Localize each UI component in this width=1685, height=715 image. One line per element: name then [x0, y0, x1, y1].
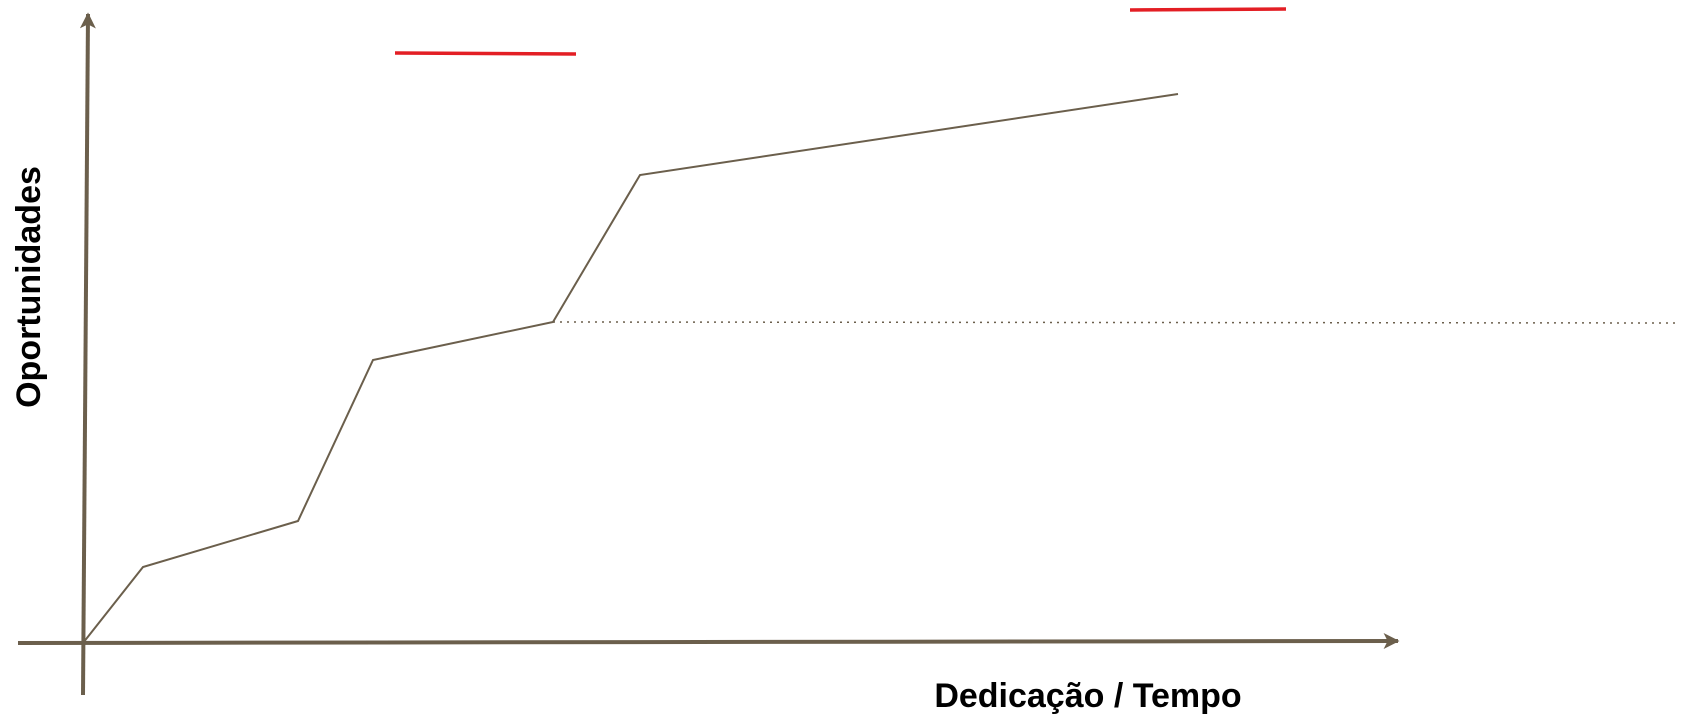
- x-axis: [17, 633, 1400, 650]
- x-axis-label: Dedicação / Tempo: [934, 677, 1241, 715]
- plateau-reference-line: [552, 321, 1681, 324]
- highlight-mark-2: [1129, 7, 1287, 12]
- y-axis-label: Oportunidades: [10, 166, 48, 408]
- highlight-mark-1: [394, 51, 577, 56]
- growth-line: [82, 93, 1179, 644]
- y-axis: [79, 12, 96, 696]
